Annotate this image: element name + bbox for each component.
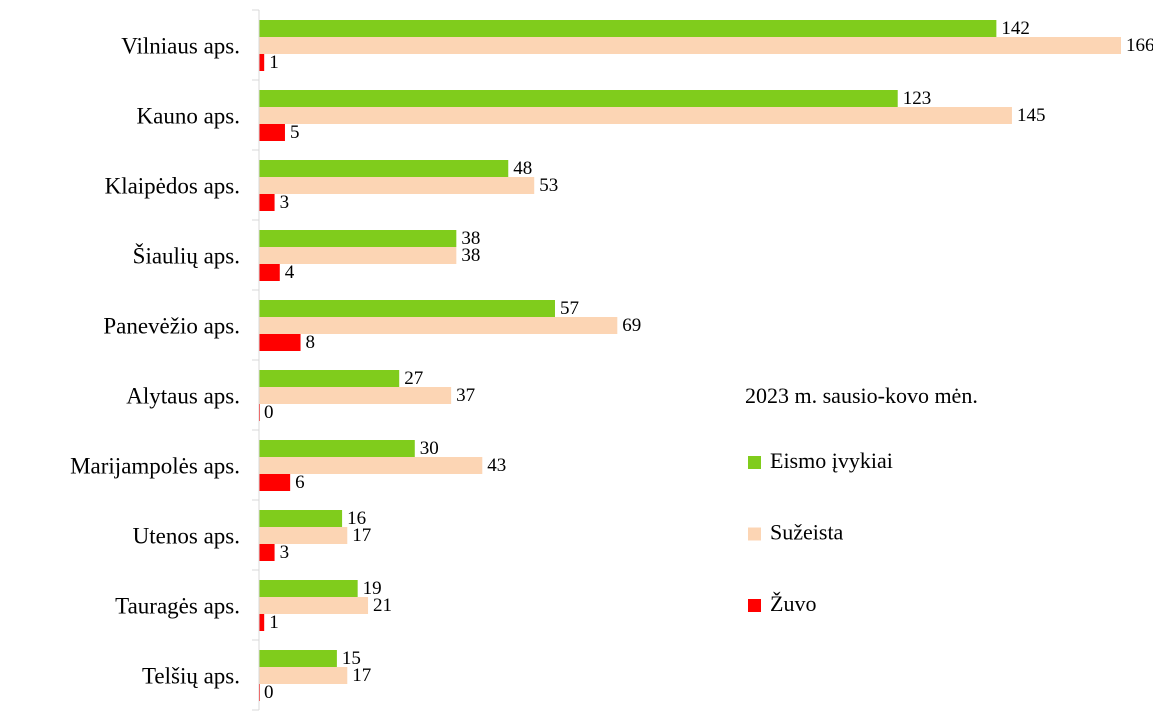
value-label: 166 [1126, 35, 1153, 56]
value-label: 4 [285, 262, 295, 283]
bar [259, 20, 997, 37]
value-label: 17 [352, 525, 371, 546]
value-label: 0 [264, 682, 274, 703]
legend-swatch [748, 456, 761, 469]
category-label: Klaipėdos aps. [105, 173, 240, 198]
value-label: 57 [560, 298, 579, 319]
bar [259, 370, 400, 387]
value-label: 1 [269, 612, 279, 633]
bar [259, 264, 280, 281]
category-label: Vilniaus aps. [121, 33, 240, 58]
category-label: Šiaulių aps. [133, 242, 240, 268]
value-label: 8 [306, 332, 316, 353]
bar [259, 160, 509, 177]
value-label: 145 [1017, 105, 1046, 126]
legend-swatch [748, 599, 761, 612]
value-label: 21 [373, 595, 392, 616]
value-label: 5 [290, 122, 300, 143]
value-label: 27 [404, 368, 423, 389]
legend-title: 2023 m. sausio-kovo mėn. [745, 383, 978, 408]
value-label: 123 [903, 88, 932, 109]
category-label: Tauragės aps. [115, 593, 240, 618]
bar [259, 90, 898, 107]
bar [259, 54, 265, 71]
category-label: Utenos aps. [133, 523, 240, 548]
legend-swatch [748, 527, 761, 541]
value-label: 38 [461, 245, 480, 266]
category-label: Marijampolės aps. [70, 453, 240, 478]
bar [259, 37, 1121, 54]
category-label: Alytaus aps. [126, 383, 240, 408]
value-label: 3 [280, 192, 290, 213]
value-label: 37 [456, 385, 475, 406]
value-label: 6 [295, 472, 305, 493]
bar [259, 194, 275, 211]
value-label: 19 [363, 578, 382, 599]
bar [259, 510, 343, 527]
category-label: Kauno aps. [137, 103, 240, 128]
bar [259, 124, 285, 141]
legend-label: Sužeista [770, 520, 844, 545]
category-label: Panevėžio aps. [103, 313, 240, 338]
bar [259, 457, 483, 474]
value-label: 15 [342, 648, 361, 669]
bar [259, 177, 535, 194]
value-label: 17 [352, 665, 371, 686]
value-label: 38 [461, 228, 480, 249]
value-label: 48 [513, 158, 532, 179]
value-label: 16 [347, 508, 366, 529]
bar [259, 527, 348, 544]
bar [259, 230, 457, 247]
category-label: Telšių aps. [142, 663, 240, 688]
value-label: 142 [1001, 18, 1030, 39]
bar [259, 597, 369, 614]
value-label: 53 [539, 175, 558, 196]
bar [259, 544, 275, 561]
bar [259, 667, 348, 684]
value-label: 1 [269, 52, 279, 73]
value-label: 43 [487, 455, 506, 476]
value-label: 30 [420, 438, 439, 459]
bar [259, 580, 358, 597]
bar [259, 107, 1012, 124]
bar [259, 300, 555, 317]
legend-label: Žuvo [770, 591, 816, 616]
bar [259, 650, 337, 667]
bar [259, 614, 265, 631]
value-label: 3 [280, 542, 290, 563]
bar [259, 387, 452, 404]
value-label: 69 [622, 315, 641, 336]
bar [259, 334, 301, 351]
bar [259, 474, 291, 491]
bar [259, 247, 457, 264]
bar [259, 317, 618, 334]
value-label: 0 [264, 402, 274, 423]
legend-label: Eismo įvykiai [770, 448, 893, 473]
bar [259, 440, 415, 457]
